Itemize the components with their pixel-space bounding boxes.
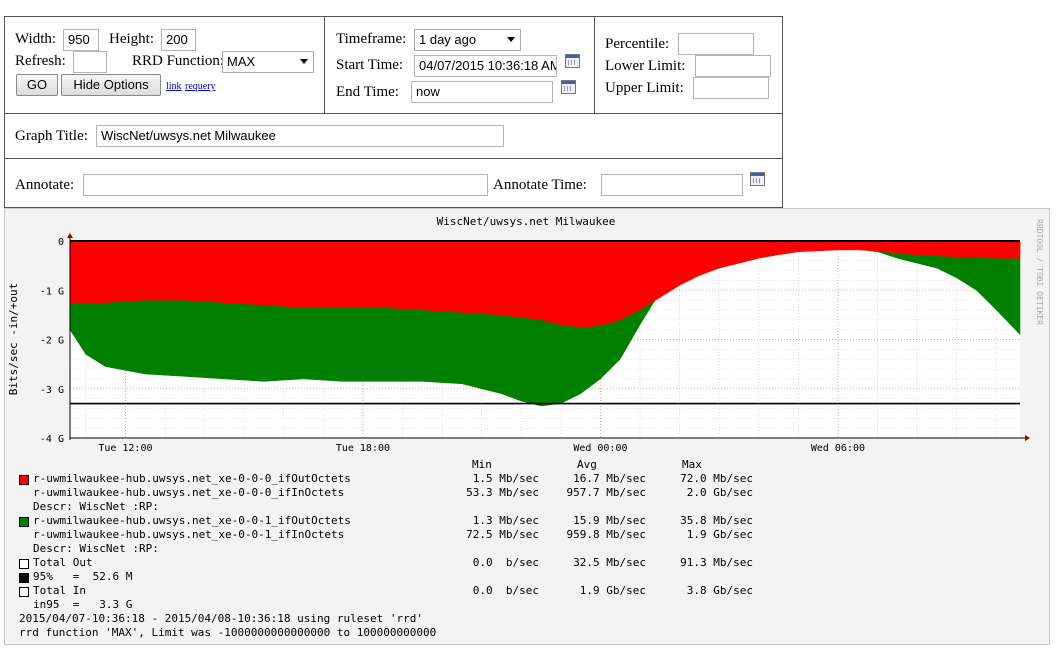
legend-swatch xyxy=(19,517,29,527)
legend-min: 1.5 Mb/sec xyxy=(472,472,539,485)
start-time-label: Start Time: xyxy=(336,57,404,73)
traffic-chart: WiscNet/uwsys.net Milwaukee Bits/sec -in… xyxy=(7,215,1044,454)
requery-link[interactable]: requery xyxy=(185,81,216,92)
legend-min: 1.3 Mb/sec xyxy=(472,514,539,527)
lower-limit-label: Lower Limit: xyxy=(605,58,686,74)
legend-min: 0.0 b/sec xyxy=(472,556,539,569)
legend-footer-range: 2015/04/07-10:36:18 - 2015/04/08-10:36:1… xyxy=(19,612,423,625)
y-axis-label: Bits/sec -in/+out xyxy=(7,283,20,396)
hide-options-button[interactable]: Hide Options xyxy=(61,74,161,96)
graph-title-panel: Graph Title: WiscNet/uwsys.net Milwaukee xyxy=(4,113,783,159)
start-time-input[interactable]: 04/07/2015 10:36:18 AM xyxy=(414,55,557,77)
chevron-down-icon xyxy=(300,59,308,64)
time-options-panel: Timeframe: 1 day ago Start Time: 04/07/2… xyxy=(324,16,595,114)
x-tick-label: Tue 12:00 xyxy=(98,443,152,454)
legend-row-label: r-uwmilwaukee-hub.uwsys.net_xe-0-0-1_ifI… xyxy=(33,528,345,541)
legend-row-label: in95 = 3.3 G xyxy=(33,598,133,611)
size-options-panel: Width: 950 Height: 200 Refresh: RRD Func… xyxy=(4,16,325,114)
legend-avg: 1.9 Gb/sec xyxy=(579,584,646,597)
rrd-function-value: MAX xyxy=(227,54,256,69)
series-area xyxy=(69,240,1021,328)
legend-max: 3.8 Gb/sec xyxy=(686,584,753,597)
rrd-function-select[interactable]: MAX xyxy=(222,51,314,73)
rrd-function-label: RRD Function: xyxy=(132,53,225,69)
legend-header-avg: Avg xyxy=(577,458,597,471)
graph-title-label: Graph Title: xyxy=(15,128,88,144)
percentile-input[interactable] xyxy=(678,33,754,55)
legend-avg: 959.8 Mb/sec xyxy=(566,528,646,541)
legend-max: 2.0 Gb/sec xyxy=(686,486,753,499)
y-tick-label: -2 G xyxy=(40,336,64,347)
annotate-time-label: Annotate Time: xyxy=(493,177,587,193)
legend-max: 72.0 Mb/sec xyxy=(680,472,753,485)
legend-max: 91.3 Mb/sec xyxy=(680,556,753,569)
legend-row-label: r-uwmilwaukee-hub.uwsys.net_xe-0-0-1_ifO… xyxy=(33,514,351,527)
refresh-input[interactable] xyxy=(73,51,107,73)
legend-swatch xyxy=(19,475,29,485)
percentile-label: Percentile: xyxy=(605,36,670,52)
calendar-icon[interactable] xyxy=(565,54,580,68)
legend-avg: 32.5 Mb/sec xyxy=(573,556,646,569)
legend-min: 0.0 b/sec xyxy=(472,584,539,597)
annotate-input[interactable] xyxy=(83,174,488,196)
x-tick-label: Wed 00:00 xyxy=(573,443,627,454)
legend-min: 72.5 Mb/sec xyxy=(466,528,539,541)
graph-title-input[interactable]: WiscNet/uwsys.net Milwaukee xyxy=(96,125,504,147)
legend-swatch xyxy=(19,573,29,583)
legend-row-label: Total In xyxy=(33,584,86,597)
y-axis-arrow-icon xyxy=(67,233,73,238)
x-tick-label: Wed 06:00 xyxy=(811,443,865,454)
rrdtool-credit: RRDTOOL / TOBI OETIKER xyxy=(1035,219,1044,325)
y-tick-label: 0 xyxy=(58,237,64,248)
x-axis-arrow-icon xyxy=(1025,435,1030,441)
y-tick-label: -3 G xyxy=(40,385,64,396)
upper-limit-input[interactable] xyxy=(693,77,769,99)
legend-row-label: 95% = 52.6 M xyxy=(33,570,133,583)
legend-header-min: Min xyxy=(472,458,492,471)
legend-row-label: Total Out xyxy=(33,556,93,569)
height-label: Height: xyxy=(109,31,154,47)
end-time-label: End Time: xyxy=(336,84,399,100)
timeframe-value: 1 day ago xyxy=(419,32,477,47)
legend-footer-function: rrd function 'MAX', Limit was -100000000… xyxy=(19,626,437,639)
legend-row-label: r-uwmilwaukee-hub.uwsys.net_xe-0-0-0_ifO… xyxy=(33,472,351,485)
limits-options-panel: Percentile: Lower Limit: Upper Limit: xyxy=(594,16,783,114)
legend-header-max: Max xyxy=(682,458,702,471)
lower-limit-input[interactable] xyxy=(695,55,771,77)
legend-row-label: Descr: WiscNet :RP: xyxy=(33,542,159,555)
legend-swatch xyxy=(19,559,29,569)
rrd-graph: WiscNet/uwsys.net Milwaukee Bits/sec -in… xyxy=(4,208,1050,645)
legend-row-label: r-uwmilwaukee-hub.uwsys.net_xe-0-0-0_ifI… xyxy=(33,486,345,499)
upper-limit-label: Upper Limit: xyxy=(605,80,684,96)
legend-avg: 957.7 Mb/sec xyxy=(566,486,646,499)
legend-row-label: Descr: WiscNet :RP: xyxy=(33,500,159,513)
annotate-panel: Annotate: Annotate Time: xyxy=(4,158,783,208)
go-button[interactable]: GO xyxy=(16,74,58,96)
timeframe-label: Timeframe: xyxy=(336,31,407,47)
legend-avg: 15.9 Mb/sec xyxy=(573,514,646,527)
timeframe-select[interactable]: 1 day ago xyxy=(414,29,521,51)
annotate-time-input[interactable] xyxy=(601,174,743,196)
legend-max: 35.8 Mb/sec xyxy=(680,514,753,527)
calendar-icon[interactable] xyxy=(750,172,765,186)
chevron-down-icon xyxy=(507,37,515,42)
y-tick-label: -1 G xyxy=(40,286,64,297)
refresh-label: Refresh: xyxy=(15,53,66,69)
calendar-icon[interactable] xyxy=(561,80,576,94)
legend-avg: 16.7 Mb/sec xyxy=(573,472,646,485)
legend-min: 53.3 Mb/sec xyxy=(466,486,539,499)
height-input[interactable]: 200 xyxy=(161,29,196,51)
end-time-input[interactable]: now xyxy=(411,81,553,103)
link-link[interactable]: link xyxy=(166,81,182,92)
annotate-label: Annotate: xyxy=(15,177,75,193)
x-tick-label: Tue 18:00 xyxy=(336,443,390,454)
width-input[interactable]: 950 xyxy=(63,29,99,51)
chart-title: WiscNet/uwsys.net Milwaukee xyxy=(437,215,616,228)
y-tick-label: -4 G xyxy=(40,434,64,445)
legend-swatch xyxy=(19,587,29,597)
width-label: Width: xyxy=(15,31,57,47)
legend-max: 1.9 Gb/sec xyxy=(686,528,753,541)
